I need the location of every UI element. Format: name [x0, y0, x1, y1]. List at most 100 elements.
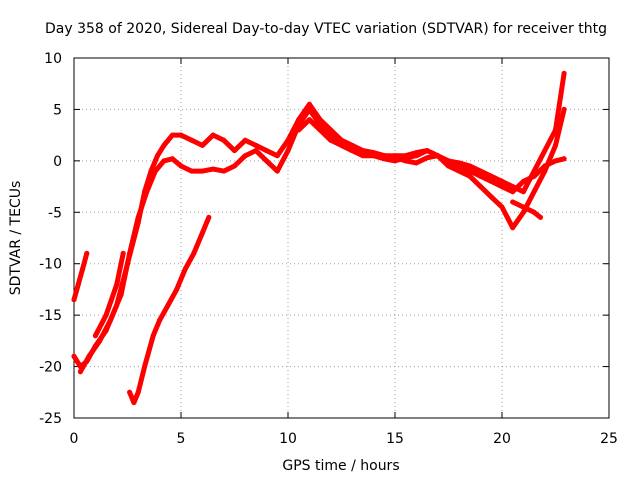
data-point [561, 70, 567, 76]
grid-lines [74, 58, 609, 418]
data-point [189, 137, 195, 143]
data-point [206, 214, 212, 220]
data-point [413, 160, 419, 166]
x-tick-label: 10 [279, 431, 297, 447]
x-tick-label: 5 [177, 431, 186, 447]
data-point [253, 142, 259, 148]
data-point [127, 250, 133, 256]
y-tick-label: -10 [39, 257, 62, 273]
y-tick-label: 5 [53, 102, 62, 118]
data-point [75, 281, 81, 287]
data-point [349, 142, 355, 148]
data-point [274, 153, 280, 159]
y-tick-label: 10 [44, 51, 62, 67]
data-point [165, 302, 171, 308]
data-point [478, 168, 484, 174]
data-point [520, 204, 526, 210]
data-point [360, 153, 366, 159]
data-point [118, 292, 124, 298]
data-point [392, 158, 398, 164]
data-point [542, 148, 548, 154]
data-point [520, 189, 526, 195]
data-point [264, 148, 270, 154]
x-tick-label: 25 [600, 431, 618, 447]
data-point [456, 168, 462, 174]
data-point [92, 333, 98, 339]
data-point [161, 142, 167, 148]
data-point [178, 132, 184, 138]
x-axis: 0 5 10 15 20 25 [70, 58, 618, 447]
data-point [510, 189, 516, 195]
series-track-f [296, 70, 567, 195]
data-point [467, 173, 473, 179]
series-track-a [71, 250, 90, 303]
data-point [157, 317, 163, 323]
series-track-e [127, 214, 212, 406]
data-point [561, 106, 567, 112]
data-point [182, 266, 188, 272]
plot-frame [73, 57, 610, 419]
y-tick-label: -20 [39, 360, 62, 376]
data-point [339, 142, 344, 148]
data-point [413, 150, 419, 156]
data-point [107, 317, 113, 323]
data-point [169, 132, 175, 138]
data-point [210, 132, 216, 138]
data-point [467, 168, 473, 174]
data-point [531, 209, 537, 215]
data-point [306, 101, 312, 107]
data-point [403, 153, 409, 159]
data-point [285, 148, 291, 154]
data-point [392, 153, 398, 159]
series-track-d [92, 250, 126, 339]
data-point [191, 250, 197, 256]
data-point [232, 148, 237, 154]
data-point [253, 148, 259, 154]
data-point [103, 312, 109, 318]
data-point [152, 168, 158, 174]
data-point [488, 173, 494, 179]
data-point [274, 168, 280, 174]
data-point [221, 168, 227, 174]
data-point [199, 168, 205, 174]
data-point [456, 160, 462, 166]
data-point [520, 178, 526, 184]
data-point [542, 168, 548, 174]
data-point [71, 297, 77, 303]
data-point [510, 199, 516, 205]
data-point [199, 230, 205, 236]
y-tick-label: 0 [53, 154, 62, 170]
data-point [210, 166, 216, 172]
y-tick-label: -5 [48, 205, 62, 221]
data-point [144, 189, 150, 195]
data-point [553, 158, 558, 164]
data-point [306, 117, 312, 123]
data-point [371, 153, 377, 159]
data-point [478, 173, 484, 179]
data-point [232, 163, 237, 169]
data-point [221, 137, 227, 143]
data-point [161, 158, 167, 164]
data-point [553, 127, 558, 133]
data-point [424, 155, 430, 161]
data-point [510, 225, 516, 231]
y-axis: -25 -20 -15 -10 -5 0 5 10 [39, 51, 609, 427]
x-tick-label: 0 [70, 431, 79, 447]
data-point [135, 389, 141, 395]
data-point [84, 250, 90, 256]
data-point [349, 148, 355, 154]
data-point [264, 158, 270, 164]
data-point [150, 333, 156, 339]
y-axis-label: SDTVAR / TECUs [8, 181, 24, 296]
chart-title: Day 358 of 2020, Sidereal Day-to-day VTE… [45, 21, 607, 37]
data-point [553, 142, 558, 148]
data-point [381, 153, 387, 159]
data-point [488, 194, 494, 200]
data-point [328, 137, 334, 143]
x-axis-label: GPS time / hours [282, 458, 399, 474]
data-point [538, 214, 543, 220]
data-point [531, 168, 537, 174]
data-point [131, 400, 137, 406]
data-point [178, 163, 184, 169]
